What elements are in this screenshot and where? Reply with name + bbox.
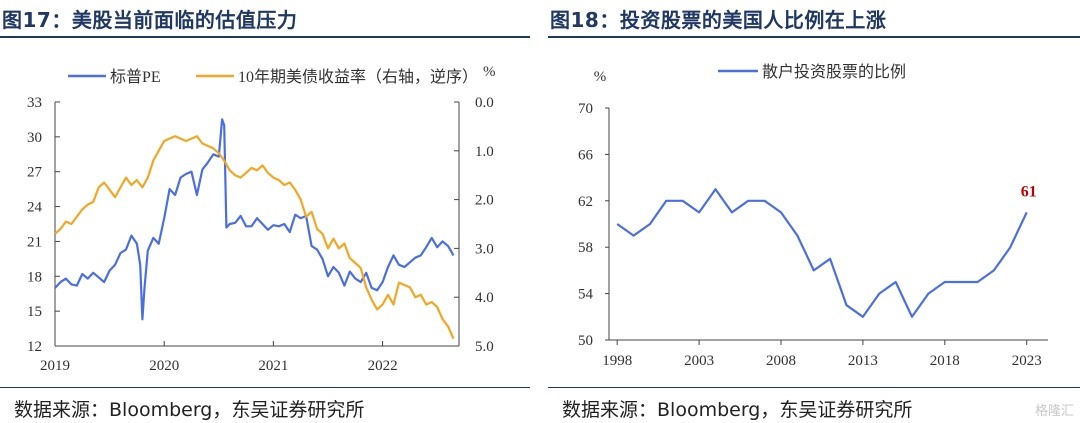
x-tick-label: 2008 — [766, 353, 796, 369]
x-tick-label: 2003 — [684, 353, 714, 369]
y-left-tick-label: 27 — [27, 165, 43, 181]
x-tick-label: 2019 — [40, 358, 70, 374]
y-left-tick-label: 21 — [27, 234, 42, 250]
legend-label-yield: 10年期美债收益率（右轴，逆序） — [238, 68, 478, 86]
chart-retail-stock-ownership: 50 54 58 62 66 70% 1998 2003 2008 2013 2018 2023 61 散… — [578, 63, 1048, 369]
x-tick-label: 2022 — [368, 358, 398, 374]
y-right-axis-label: % — [483, 64, 496, 80]
figure-title: 图17：美股当前面临的估值压力 — [2, 8, 298, 32]
y-left-tick-label: 24 — [27, 200, 43, 216]
source-rule — [0, 387, 530, 388]
x-tick-label: 2020 — [149, 358, 179, 374]
source-rule — [548, 387, 1080, 388]
y-right-tick-label: 3.0 — [475, 241, 494, 257]
figure-17-panel: 图17：美股当前面临的估值压力 12 15 18 21 24 27 30 33 0.0 1.0 2.… — [0, 0, 530, 423]
legend-label-sp-pe: 标普PE — [110, 68, 161, 86]
y-left-tick-label: 30 — [27, 130, 42, 146]
y-left-tick-label: 18 — [27, 269, 42, 285]
y-tick-label: 54 — [578, 287, 594, 303]
series-line-retail-share — [616, 188, 1028, 318]
y-right-tick-label: 0.0 — [475, 95, 494, 111]
y-tick-label: 70 — [578, 101, 593, 117]
x-tick-label: 1998 — [602, 353, 632, 369]
y-right-tick-label: 4.0 — [475, 290, 494, 306]
chart-sp-pe-vs-yield: 12 15 18 21 24 27 30 33 0.0 1.0 2.0 3.0 4.0 5.0% 2019 2… — [27, 64, 496, 374]
legend-label: 散户投资股票的比例 — [762, 63, 906, 81]
title-rule — [0, 36, 530, 38]
figure-18-panel: 图18：投资股票的美国人比例在上涨 50 54 58 62 66 70% 1998 2003 2… — [548, 0, 1080, 423]
source-note: 数据来源：Bloomberg，东吴证券研究所 — [562, 399, 913, 421]
x-tick-label: 2023 — [1012, 353, 1042, 369]
y-tick-label: 66 — [578, 147, 594, 163]
series-line-yield — [54, 135, 455, 340]
y-left-tick-label: 33 — [27, 95, 42, 111]
y-right-tick-label: 2.0 — [475, 193, 494, 209]
x-tick-label: 2018 — [930, 353, 960, 369]
figure-title: 图18：投资股票的美国人比例在上涨 — [550, 8, 887, 32]
title-rule — [548, 36, 1080, 38]
x-tick-label: 2013 — [848, 353, 878, 369]
y-right-tick-label: 1.0 — [475, 144, 494, 160]
y-tick-label: 58 — [578, 240, 593, 256]
y-left-tick-label: 12 — [27, 339, 42, 355]
series-line-sp-pe — [54, 118, 455, 321]
x-tick-label: 2021 — [258, 358, 288, 374]
source-note: 数据来源：Bloomberg，东吴证券研究所 — [14, 399, 365, 421]
y-axis-label: % — [594, 69, 607, 85]
y-tick-label: 62 — [578, 194, 593, 210]
data-label-latest: 61 — [1021, 183, 1037, 200]
y-right-tick-label: 5.0 — [475, 339, 494, 355]
watermark: 格隆汇 — [1034, 404, 1074, 419]
y-tick-label: 50 — [578, 333, 593, 349]
y-left-tick-label: 15 — [27, 304, 42, 320]
